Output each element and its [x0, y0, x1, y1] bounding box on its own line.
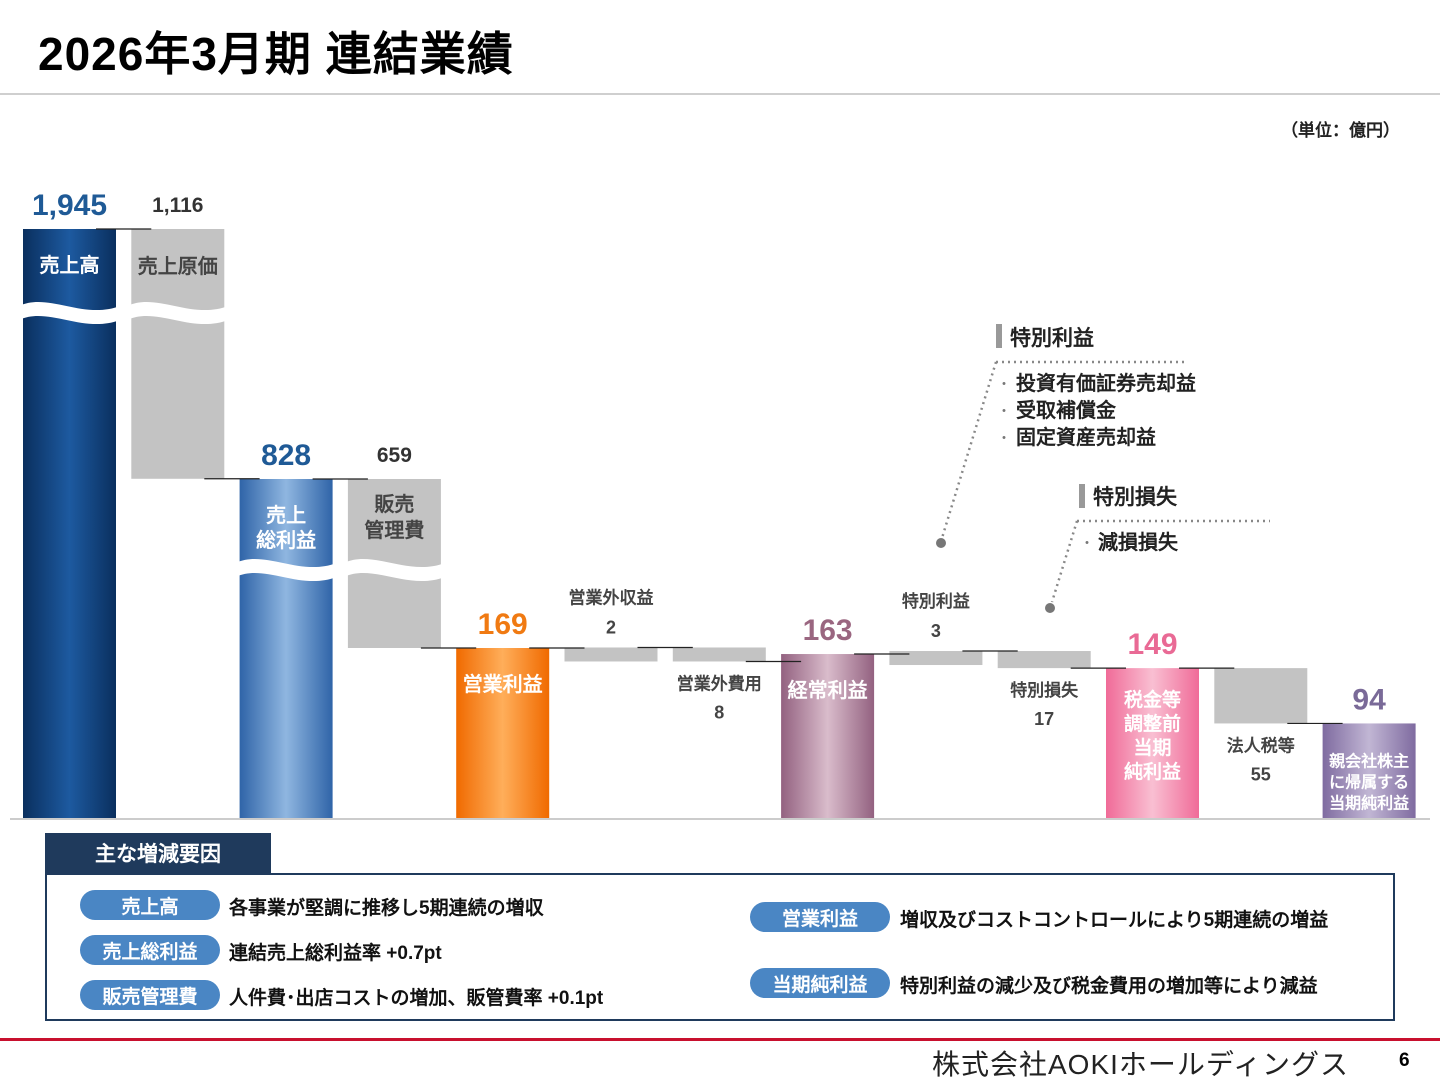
- bar-label-net: に帰属する: [1329, 773, 1409, 791]
- callout-bullet-2: ・: [1080, 535, 1094, 551]
- bar-nonop_inc: [564, 647, 658, 662]
- title-divider: [0, 93, 1440, 95]
- value-label-pretax: 149: [1127, 628, 1177, 661]
- callout-bar-extraordinary-loss: [1079, 484, 1085, 508]
- bar-ext_inc: [889, 651, 983, 666]
- value-label-op: 169: [478, 608, 528, 641]
- bar-label-tax: 法人税等: [1227, 735, 1295, 755]
- page-number: 6: [1399, 1050, 1410, 1071]
- page-title: 2026年3月期 連結業績: [38, 28, 514, 80]
- factor-text-op: 増収及びコストコントロールにより5期連続の増益: [900, 910, 1329, 931]
- bar-label-cogs: 売上原価: [138, 254, 218, 278]
- bar-pretax: [1106, 668, 1199, 818]
- factors-panel: [45, 873, 1395, 1021]
- value-label-ext_loss: 17: [1034, 709, 1054, 729]
- bar-cogs: [131, 229, 225, 479]
- bar-net: [1322, 723, 1416, 818]
- bar-label-ext_inc: 特別利益: [902, 591, 970, 611]
- waterfall-chart: 1,945 売上高 1,116 売上原価 828 売上総利益 659 販売管理費 169 営業利益…: [10, 189, 1430, 820]
- bar-label-ext_loss: 特別損失: [1010, 680, 1079, 700]
- scale-break-cogs: [127, 301, 229, 325]
- callout-leader-2: [1050, 520, 1079, 603]
- bar-label-sga: 販売: [374, 493, 414, 516]
- value-label-gross: 828: [261, 439, 311, 472]
- factor-text-gross: 連結売上総利益率 +0.7pt: [229, 943, 442, 964]
- factor-text-sga: 人件費･出店コストの増加、販管費率 +0.1pt: [229, 988, 604, 1009]
- value-label-sga: 659: [377, 444, 412, 467]
- value-label-tax: 55: [1251, 764, 1271, 784]
- factor-tag-sga: 販売管理費: [80, 980, 220, 1010]
- callout-dot-1: [936, 538, 946, 548]
- footer-divider: [0, 1038, 1440, 1041]
- value-label-cogs: 1,116: [152, 194, 203, 217]
- scale-break-gross: [235, 558, 337, 582]
- bar-label-nonop_exp: 営業外費用: [677, 673, 762, 693]
- value-label-sales: 1,945: [32, 189, 107, 222]
- factor-tag-op: 営業利益: [750, 902, 890, 932]
- bar-label-sga: 管理費: [364, 518, 424, 542]
- bar-label-net: 親会社株主: [1329, 751, 1409, 770]
- callout-item-extraordinary-income: 固定資産売却益: [1016, 425, 1156, 449]
- factor-tag-net: 当期純利益: [750, 968, 890, 998]
- unit-label: （単位：億円）: [1281, 121, 1400, 140]
- bar-label-gross: 総利益: [256, 528, 316, 552]
- bar-gross: [239, 479, 333, 818]
- bar-ordinary: [781, 654, 875, 818]
- bar-label-nonop_inc: 営業外収益: [569, 587, 654, 607]
- callout-dot-2: [1045, 603, 1055, 613]
- bar-label-gross: 売上: [266, 504, 306, 527]
- value-label-net: 94: [1352, 683, 1386, 716]
- callout-item-extraordinary-loss: 減損損失: [1098, 530, 1179, 554]
- callout-title-extraordinary-income: 特別利益: [1010, 326, 1094, 350]
- bar-nonop_exp: [672, 647, 766, 662]
- value-label-ordinary: 163: [803, 614, 853, 647]
- factor-text-sales: 各事業が堅調に推移し5期連続の増収: [229, 898, 544, 919]
- callout-bullet-1: ・: [997, 403, 1011, 419]
- value-label-nonop_inc: 2: [606, 617, 616, 637]
- factor-tag-gross: 売上総利益: [80, 935, 220, 965]
- company-name: 株式会社AOKIホールディングス: [932, 1049, 1349, 1080]
- callout-item-extraordinary-income: 投資有価証券売却益: [1016, 371, 1196, 395]
- factors-heading: 主な増減要因: [45, 833, 271, 873]
- bar-label-op: 営業利益: [463, 672, 543, 696]
- bar-label-net: 当期純利益: [1329, 793, 1409, 812]
- scale-break-sales: [19, 301, 120, 325]
- callout-item-extraordinary-income: 受取補償金: [1016, 398, 1117, 422]
- bar-ext_loss: [997, 651, 1091, 669]
- callout-bullet-1: ・: [997, 376, 1011, 392]
- bar-tax: [1214, 668, 1308, 724]
- callout-bullet-1: ・: [997, 430, 1011, 446]
- factor-tag-sales: 売上高: [80, 890, 220, 920]
- bar-label-ordinary: 経常利益: [788, 678, 868, 702]
- bar-label-pretax: 調整前: [1124, 712, 1181, 735]
- value-label-ext_inc: 3: [931, 621, 941, 641]
- bar-label-pretax: 当期: [1133, 736, 1171, 759]
- bar-sales: [23, 229, 116, 818]
- bar-label-sales: 売上高: [40, 253, 100, 277]
- bar-label-pretax: 税金等: [1124, 688, 1181, 711]
- callout-bar-extraordinary-income: [996, 324, 1002, 348]
- callout-leader-1: [940, 361, 998, 539]
- scale-break-sga: [343, 558, 445, 582]
- factor-text-net: 特別利益の減少及び税金費用の増加等により減益: [900, 976, 1318, 997]
- bar-label-pretax: 純利益: [1124, 760, 1181, 783]
- callout-title-extraordinary-loss: 特別損失: [1093, 485, 1178, 509]
- value-label-nonop_exp: 8: [714, 702, 724, 722]
- bar-op: [456, 648, 550, 818]
